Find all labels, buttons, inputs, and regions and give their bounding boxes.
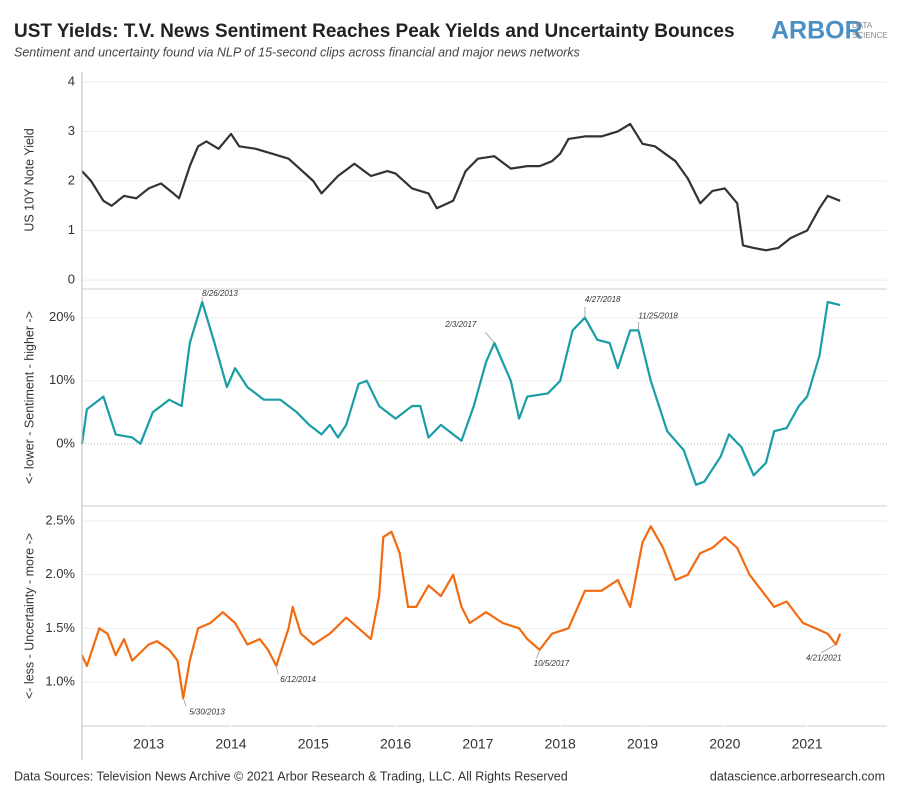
annotation: 2/3/2017 [444,320,477,329]
series-line [80,525,842,700]
y-tick-label: 2.0% [45,566,75,581]
annotation-leader [275,665,279,675]
y-tick-label: 20% [49,309,75,324]
logo-sub: DATA [852,21,873,30]
logo: ARBOR [771,17,863,45]
y-tick-label: 0% [56,435,75,450]
y-axis-label: <- less - Uncertainty - more -> [22,533,36,699]
annotation: 11/25/2018 [638,311,678,320]
y-tick-label: 1.0% [45,673,75,688]
subtitle: Sentiment and uncertainty found via NLP … [14,45,580,59]
annotation: 6/12/2014 [280,675,316,684]
annotation: 4/27/2018 [585,295,621,304]
y-axis-label: US 10Y Note Yield [22,128,36,231]
footer-right: datascience.arborresearch.com [710,769,885,783]
x-tick-label: 2020 [709,736,740,752]
x-tick-label: 2021 [792,736,823,752]
y-tick-label: 1 [68,222,75,237]
x-tick-label: 2019 [627,736,658,752]
y-tick-label: 2 [68,172,75,187]
annotation: 8/26/2013 [202,289,238,298]
y-tick-label: 1.5% [45,620,75,635]
y-tick-label: 4 [68,73,75,88]
y-tick-label: 3 [68,123,75,138]
x-tick-label: 2018 [545,736,576,752]
y-tick-label: 0 [68,272,75,287]
annotation-leader [182,698,187,707]
y-tick-label: 2.5% [45,512,75,527]
x-tick-label: 2016 [380,736,411,752]
x-tick-label: 2017 [462,736,493,752]
x-tick-label: 2015 [298,736,329,752]
x-tick-label: 2013 [133,736,164,752]
annotation-leader [536,649,541,659]
annotation: 10/5/2017 [534,659,570,668]
annotation: 5/30/2013 [189,707,225,716]
y-axis-label: <- lower - Sentiment - higher -> [22,311,36,484]
footer-left: Data Sources: Television News Archive © … [14,769,568,783]
title: UST Yields: T.V. News Sentiment Reaches … [14,21,735,42]
annotation-leader [485,331,495,344]
series-line [81,122,841,252]
y-tick-label: 10% [49,372,75,387]
series-line [80,300,841,486]
annotation-leader [820,644,837,654]
annotation: 4/21/2021 [806,654,842,663]
x-tick-label: 2014 [215,736,246,752]
logo-sub: SCIENCE [852,31,888,40]
